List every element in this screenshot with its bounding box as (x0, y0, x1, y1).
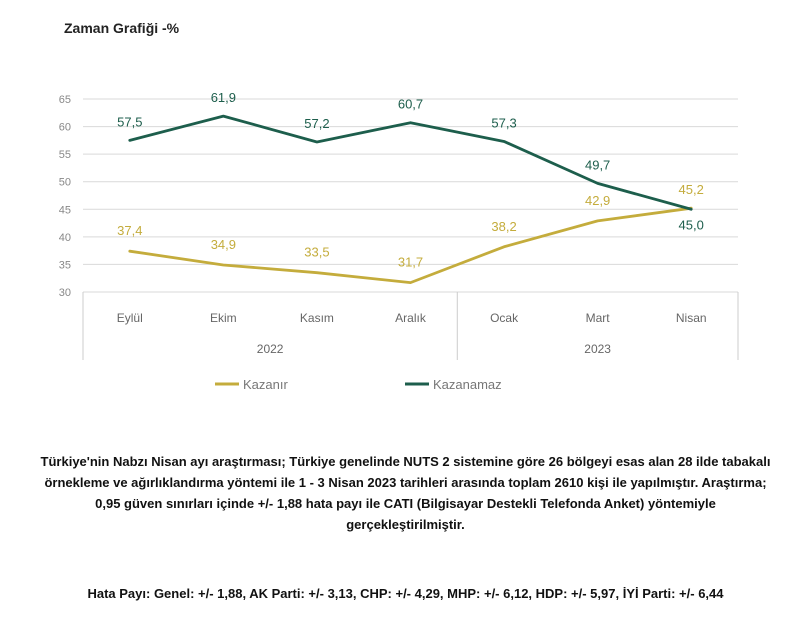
legend-label: Kazanamaz (433, 377, 502, 392)
series-line-kazanamaz (128, 114, 693, 211)
x-tick-label: Aralık (395, 311, 427, 325)
year-label: 2023 (584, 342, 611, 356)
data-label: 49,7 (585, 157, 610, 172)
data-label: 34,9 (211, 237, 236, 252)
y-tick-label: 40 (59, 232, 71, 244)
data-label: 61,9 (211, 90, 236, 105)
series-line-kazanır (128, 206, 693, 285)
data-label: 31,7 (398, 255, 423, 270)
x-tick-label: Kasım (300, 311, 334, 325)
y-tick-label: 45 (59, 204, 71, 216)
line-chart: 30 35 40 45 50 55 60 65 Eylül Ekim Kasım Aralık Ocak… (59, 90, 739, 392)
data-label: 38,2 (491, 219, 516, 234)
y-tick-label: 65 (59, 94, 71, 106)
x-tick-label: Nisan (676, 311, 707, 325)
survey-description: Türkiye'nin Nabzı Nisan ayı araştırması;… (40, 454, 771, 532)
data-label: 42,9 (585, 193, 610, 208)
chart-title: Zaman Grafiği -% (64, 20, 180, 36)
y-tick-label: 30 (59, 287, 71, 299)
y-tick-label: 60 (59, 122, 71, 134)
x-tick-label: Eylül (117, 311, 143, 325)
data-label: 60,7 (398, 97, 423, 112)
y-tick-label: 35 (59, 259, 71, 271)
y-tick-label: 55 (59, 149, 71, 161)
data-label: 45,0 (679, 217, 704, 232)
year-label: 2022 (257, 342, 284, 356)
margin-of-error-note: Hata Payı: Genel: +/- 1,88, AK Parti: +/… (87, 586, 724, 601)
legend-label: Kazanır (243, 377, 288, 392)
data-label: 57,2 (304, 116, 329, 131)
data-label: 37,4 (117, 223, 142, 238)
data-label: 57,5 (117, 114, 142, 129)
data-label: 45,2 (679, 182, 704, 197)
x-tick-label: Ekim (210, 311, 237, 325)
x-tick-label: Mart (586, 311, 611, 325)
y-tick-label: 50 (59, 177, 71, 189)
data-label: 57,3 (491, 115, 516, 130)
x-tick-label: Ocak (490, 311, 519, 325)
data-label: 33,5 (304, 245, 329, 260)
